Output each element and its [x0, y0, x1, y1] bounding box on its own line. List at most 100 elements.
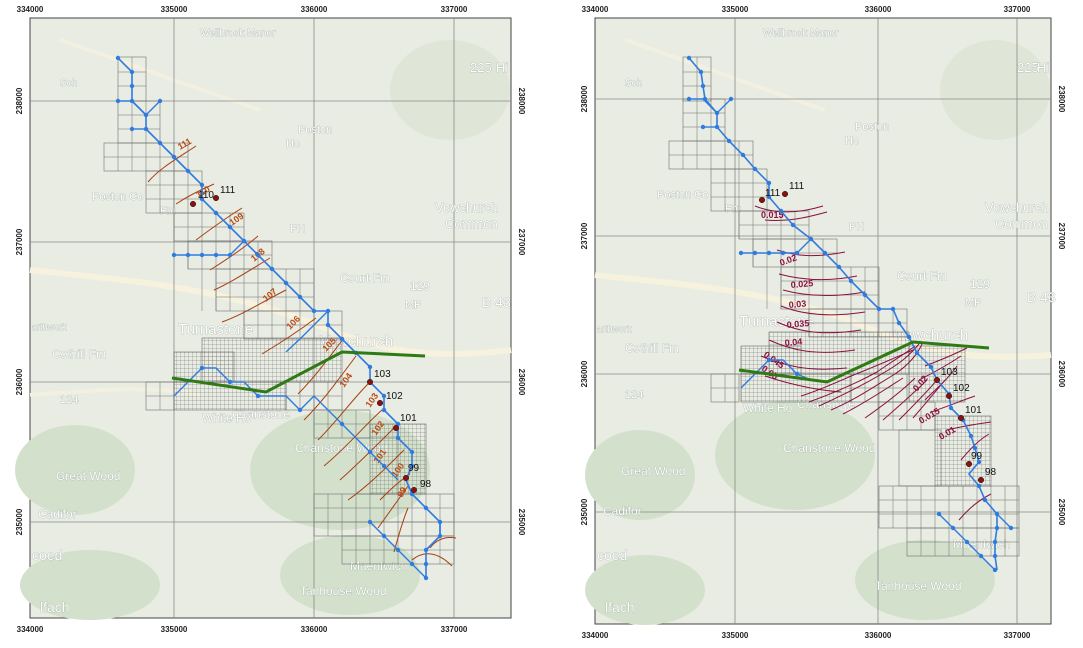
x-tick-top: 335000	[722, 5, 749, 14]
map-label: Cadifor	[38, 507, 77, 521]
map-label: 129	[970, 277, 990, 291]
map-label: Tanhouse Wood	[300, 584, 387, 598]
map-label: Wellbrook Manor	[763, 28, 839, 39]
point-label: 99	[408, 463, 420, 474]
map-label: PH	[849, 221, 864, 233]
x-tick-bottom: 334000	[582, 631, 609, 640]
mesh-refined	[740, 331, 992, 487]
x-tick-top: 337000	[1004, 5, 1031, 14]
map-label: Common	[445, 216, 498, 231]
y-tick-left: 235000	[580, 498, 589, 525]
map-label: coed	[32, 547, 62, 563]
x-tick-bottom: 335000	[161, 625, 188, 634]
map-label: 225	[470, 60, 492, 75]
map-label: Vowchurch	[985, 200, 1049, 215]
y-tick-right: 235000	[517, 509, 526, 536]
point-label: 111	[220, 185, 236, 196]
map-label: Ho	[286, 138, 300, 150]
map-label: 129	[410, 279, 430, 293]
river-channel	[115, 55, 443, 581]
map-label: Hi	[496, 60, 508, 75]
map-svg: Wellbrook Manor Sch Poston Ho Poston Co …	[15, 5, 526, 634]
y-tick-right: 238000	[1057, 86, 1066, 113]
y-tick-left: 236000	[15, 368, 24, 395]
y-tick-left: 238000	[580, 85, 589, 112]
map-label: Fm	[725, 203, 741, 215]
map-label: Fm	[160, 205, 176, 217]
map-label: 124	[60, 394, 78, 406]
point-label: 102	[953, 383, 970, 394]
y-tick-right: 237000	[1057, 223, 1066, 250]
contour-label: 99	[395, 485, 409, 499]
x-tick-top: 337000	[441, 5, 468, 14]
map-label: Wellbrook Manor	[200, 28, 276, 39]
embankment-line	[738, 340, 990, 384]
map-panel-elevation: Wellbrook Manor Sch Poston Ho Poston Co …	[0, 0, 541, 648]
map-label: Great Wood	[56, 469, 120, 483]
contour-label: 0.04	[784, 337, 802, 348]
point-label: 101	[400, 413, 417, 424]
y-tick-left: 236000	[580, 360, 589, 387]
output-points	[189, 194, 418, 494]
y-tick-left: 238000	[15, 87, 24, 114]
map-label: Sch	[625, 78, 642, 89]
x-tick-bottom: 336000	[865, 631, 892, 640]
point-label: 102	[386, 391, 403, 402]
map-label: White Ho	[202, 411, 252, 425]
point-label: 98	[420, 479, 432, 490]
point-label: 103	[374, 369, 391, 380]
basemap	[585, 38, 1052, 625]
y-tick-right: 235000	[1057, 499, 1066, 526]
y-tick-right: 238000	[517, 88, 526, 115]
map-label: Cadifor	[603, 504, 642, 518]
map-label: Tanhouse Wood	[875, 579, 962, 593]
x-tick-bottom: 334000	[17, 625, 44, 634]
map-label: B 43	[482, 294, 511, 310]
map-label: Maentwich	[350, 559, 407, 573]
y-tick-right: 236000	[517, 369, 526, 396]
basemap-labels: Wellbrook Manor Sch Poston Ho Poston Co …	[32, 28, 512, 616]
x-tick-top: 336000	[301, 5, 328, 14]
point-label: 99	[971, 451, 983, 462]
contour-label: 0.035	[786, 318, 809, 330]
point-label: 110	[198, 190, 214, 201]
contour-label: 0.015	[761, 210, 784, 220]
river-channel	[686, 55, 1014, 573]
map-label: Court Fm	[897, 269, 947, 283]
map-label: lfach	[40, 599, 70, 615]
map-svg: Wellbrook Manor Sch Poston Ho Poston Co …	[580, 5, 1066, 640]
output-points	[758, 190, 985, 484]
point-labels: 111 110 103 102 101 99 98	[198, 185, 432, 490]
map-label: Hi	[1037, 60, 1049, 75]
map-label: Poston	[298, 124, 332, 136]
y-tick-left: 237000	[580, 222, 589, 249]
x-tick-top: 334000	[17, 5, 44, 14]
map-label: lfach	[605, 599, 635, 615]
map-label: Poston	[855, 121, 889, 133]
x-tick-top: 336000	[865, 5, 892, 14]
map-label: Poston Co	[92, 191, 143, 203]
basemap-labels: Wellbrook Manor Sch Poston Ho Poston Co …	[597, 28, 1057, 616]
map-label: Sch	[60, 78, 77, 89]
axis-ticks: 334000 335000 336000 337000 334000 33500…	[580, 5, 1066, 640]
point-label: 101	[965, 405, 982, 416]
map-label: 225	[1017, 60, 1039, 75]
map-label: Maentwich	[953, 537, 1010, 551]
y-tick-left: 237000	[15, 228, 24, 255]
map-label: Turnastone	[739, 313, 814, 330]
map-label: Turnastone	[178, 321, 253, 338]
x-tick-bottom: 337000	[441, 625, 468, 634]
map-label: Chanstone Wood	[295, 441, 388, 455]
map-label: arthwork	[597, 324, 632, 334]
axis-ticks: 334000 335000 336000 337000 334000 33500…	[15, 5, 526, 634]
map-label: Common	[995, 216, 1048, 231]
map-label: arthwork	[32, 322, 67, 332]
embankment-line	[171, 350, 426, 394]
map-label: Chanstone	[232, 407, 290, 421]
x-tick-top: 335000	[161, 5, 188, 14]
x-tick-bottom: 337000	[1004, 631, 1031, 640]
map-label: Ho	[845, 135, 859, 147]
x-tick-bottom: 336000	[301, 625, 328, 634]
elevation-contours	[147, 145, 457, 567]
map-label: Court Fm	[340, 271, 390, 285]
